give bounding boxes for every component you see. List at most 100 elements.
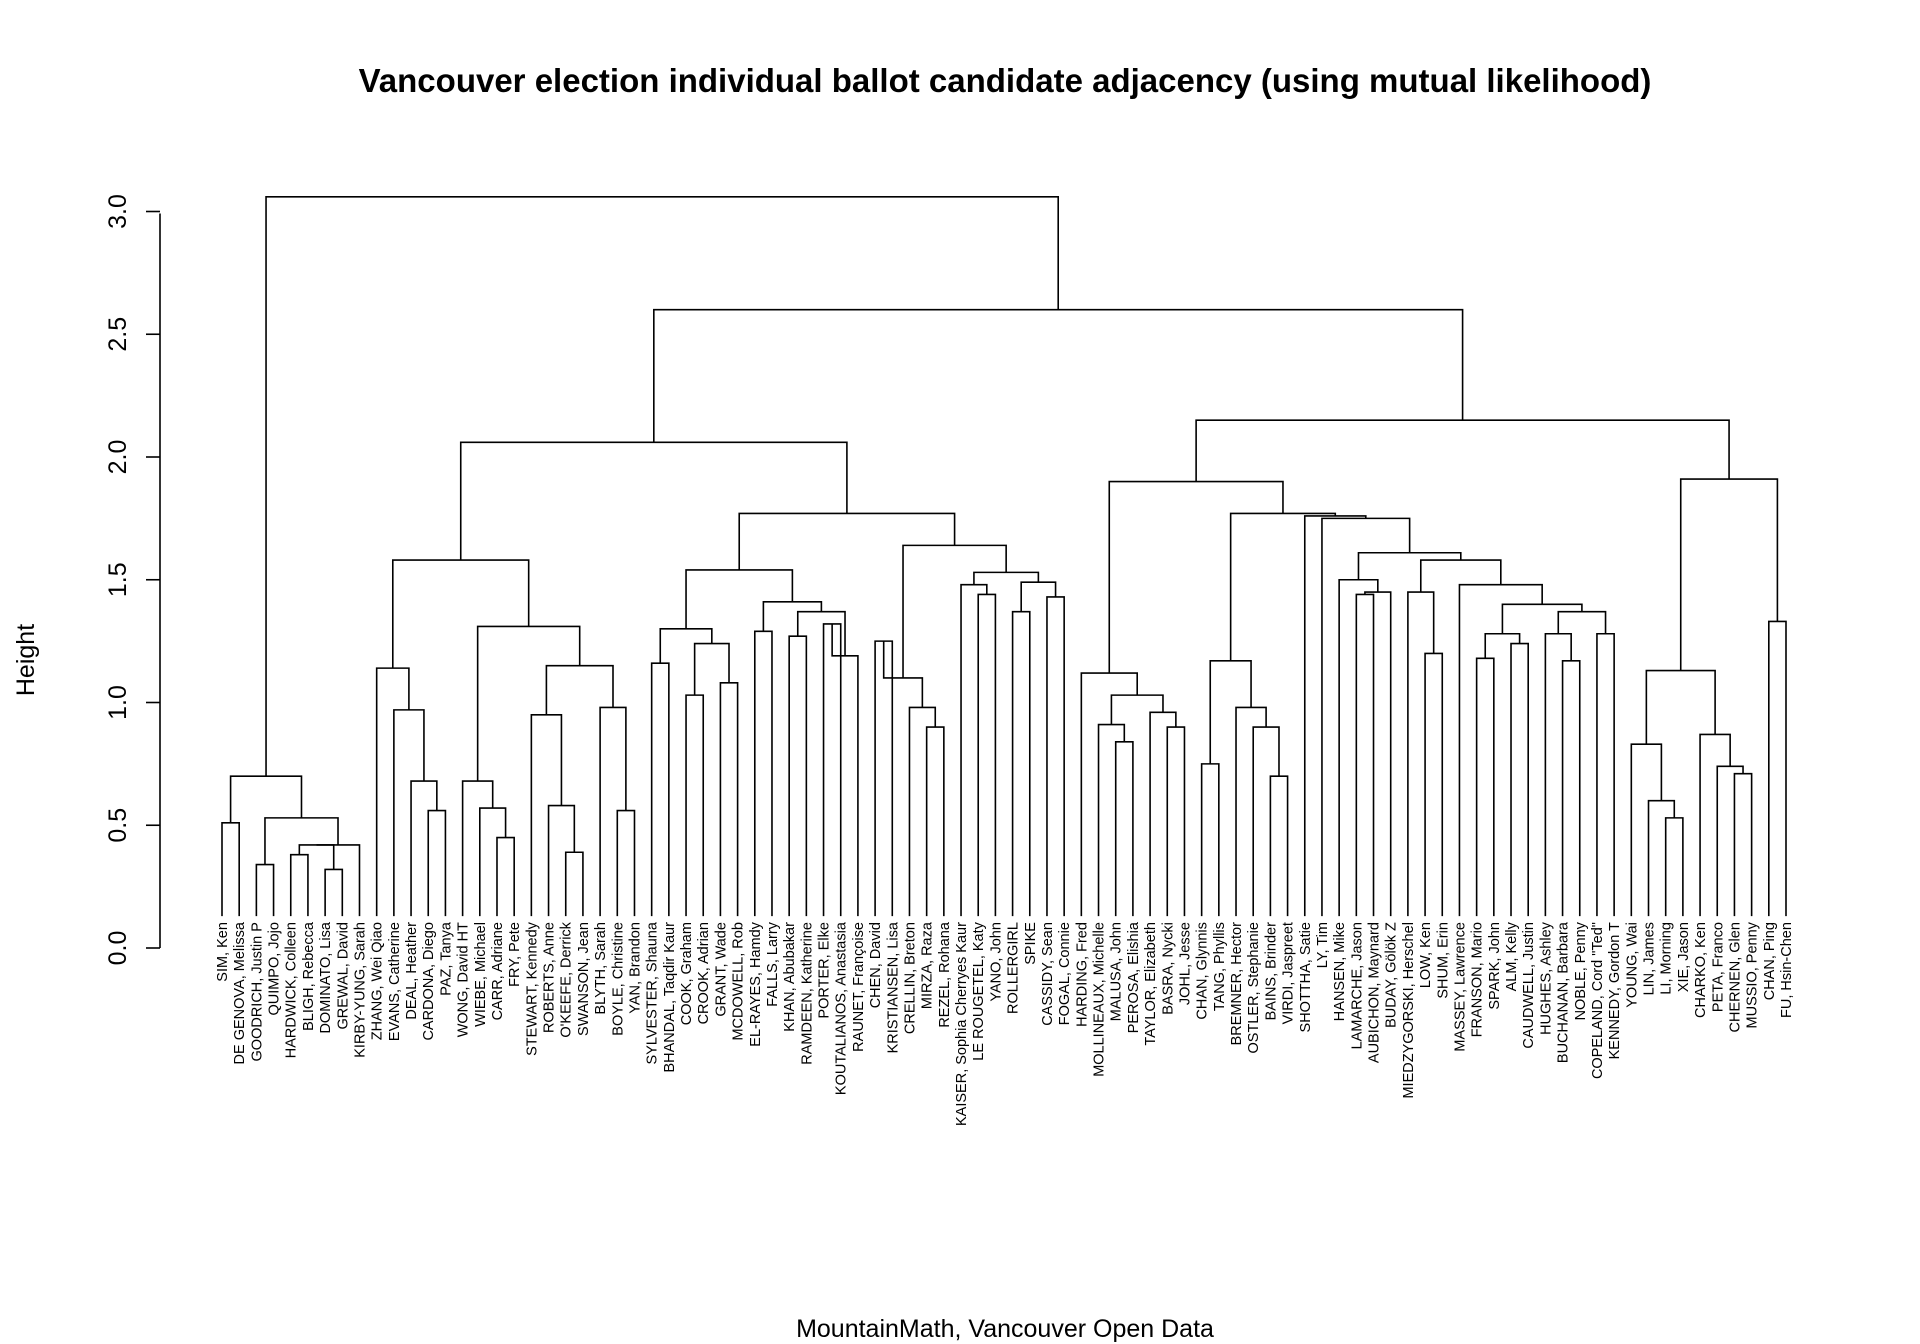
dendrogram-branch <box>375 667 410 917</box>
y-tick-label: 1.5 <box>104 562 132 597</box>
dendrogram-branch <box>1355 593 1375 917</box>
dendrogram-branch <box>221 821 240 917</box>
leaf-label: KRISTIANSEN, Lisa <box>885 921 901 1053</box>
leaf-label: KHAN, Abubakar <box>782 922 798 1032</box>
dendrogram-branch <box>925 726 945 917</box>
dendrogram-branch <box>616 809 636 917</box>
leaf-label: CRELLIN, Breton <box>902 922 918 1034</box>
dendrogram-branch <box>1149 711 1177 917</box>
leaf-label: KIRBY-YUNG, Sarah <box>352 922 368 1058</box>
leaf-label: HANSEN, Mike <box>1332 922 1348 1021</box>
dendrogram-branch <box>1080 672 1138 917</box>
dendrogram-branch <box>1645 669 1716 745</box>
leaf-label: HUGHES, Ashley <box>1538 921 1554 1035</box>
leaf-label: BLIGH, Rebecca <box>301 921 317 1031</box>
x-axis-caption: MountainMath, Vancouver Open Data <box>796 1315 1214 1343</box>
leaf-label: YAN, Brandon <box>627 922 643 1014</box>
dendrogram-branch <box>1011 610 1031 917</box>
dendrogram-branch <box>316 844 361 917</box>
dendrogram-branch <box>659 628 713 664</box>
leaf-label: BHANDAL, Taqdir Kaur <box>662 922 678 1073</box>
leaf-label: BREMNER, Hector <box>1229 922 1245 1045</box>
leaf-label: ROLLERGIRL <box>1006 922 1022 1014</box>
leaf-label: DE GENOVA, Melissa <box>232 921 248 1064</box>
dendrogram-branch <box>1484 632 1521 659</box>
leaf-label: ROBERTS, Anne <box>542 922 558 1033</box>
dendrogram-branch <box>1664 817 1684 917</box>
dendrogram-branch <box>1110 694 1164 725</box>
leaf-label: YOUNG, Wai <box>1624 922 1640 1008</box>
dendrogram-branch <box>547 804 576 917</box>
y-tick-label: 0.0 <box>104 931 132 966</box>
y-tick-label: 2.0 <box>104 440 132 475</box>
leaf-label: DEAL, Heather <box>404 922 420 1020</box>
y-tick-label: 1.0 <box>104 685 132 720</box>
dendrogram-branch <box>1699 733 1731 917</box>
dendrogram-branch <box>1419 559 1502 593</box>
dendrogram-branch <box>1108 480 1284 674</box>
dendrogram-branch <box>1544 632 1572 917</box>
dendrogram-branch <box>324 868 344 917</box>
dendrogram-branch <box>650 662 670 917</box>
leaf-label: GRANT, Wade <box>713 922 729 1017</box>
leaf-label: CHERNEN, Glen <box>1727 922 1743 1032</box>
leaf-label: CARR, Adriane <box>490 922 506 1020</box>
dendrogram-branch <box>1195 419 1730 482</box>
leaf-label: FU, Hsin-Chen <box>1779 922 1795 1018</box>
leaf-label: STEWART, Kennedy <box>524 921 540 1056</box>
dendrogram-branch <box>229 775 303 823</box>
leaf-label: MUSSIO, Penny <box>1745 921 1761 1028</box>
leaf-label: KAISER, Sophia Cherryes Kaur <box>954 922 970 1126</box>
leaf-label: ALM, Kelly <box>1504 921 1520 991</box>
dendrogram-branch <box>1510 642 1529 917</box>
dendrogram-branch <box>1733 772 1753 917</box>
dendrogram-branch <box>719 682 739 917</box>
dendrogram-branch <box>459 441 848 561</box>
leaf-label: NOBLE, Penny <box>1573 921 1589 1020</box>
dendrogram-branch <box>1200 763 1220 917</box>
leaf-label: MIEDZYGORSKI, Herschel <box>1401 922 1417 1098</box>
leaf-label: BAINS, Brinder <box>1263 922 1279 1020</box>
leaf-label: XIE, Jason <box>1676 922 1692 992</box>
dendrogram-branch <box>1046 596 1065 917</box>
leaf-label: CARDONA, Diego <box>421 922 437 1040</box>
leaf-label: HARDING, Fred <box>1074 922 1090 1027</box>
leaf-label: JOHL, Jesse <box>1177 922 1193 1005</box>
dendrogram-branch <box>788 635 808 917</box>
dendrogram-branch <box>1475 657 1495 917</box>
y-axis-label: Height <box>12 624 40 696</box>
dendrogram-branch <box>762 601 823 632</box>
dendrogram-branch <box>410 780 438 917</box>
leaf-label: SIM, Ken <box>215 922 231 982</box>
leaf-label: COOK, Graham <box>679 922 695 1025</box>
y-axis: 0.0 0.5 1.0 1.5 2.0 2.5 3.0 <box>104 194 161 966</box>
leaf-label: TAYLOR, Elizabeth <box>1143 922 1159 1046</box>
dendrogram-branch <box>977 593 997 917</box>
leaf-label: PORTER, Elke <box>817 922 833 1018</box>
leaf-label: PETA, Franco <box>1710 922 1726 1012</box>
dendrogram-branch <box>476 625 581 782</box>
leaf-label: LAMARCHE, Jason <box>1349 922 1365 1049</box>
dendrogram-branch <box>1561 659 1581 917</box>
dendrogram-branch <box>599 706 627 917</box>
dendrogram-branch <box>1716 765 1744 917</box>
dendrogram-branch <box>530 713 563 917</box>
leaf-label: BLYTH, Sarah <box>593 922 609 1014</box>
leaf-label: KOUTALIANOS, Anastasia <box>834 921 850 1095</box>
dendrogram-branch <box>1679 478 1779 671</box>
dendrogram-branch <box>693 642 730 696</box>
dendrogram-branch <box>264 817 339 865</box>
dendrogram-branch <box>1407 591 1435 917</box>
leaf-label: GOODRICH, Justin P <box>249 922 265 1061</box>
leaf-label: BUDAY, Gölök Z <box>1384 922 1400 1028</box>
leaf-label: FRY, Pete <box>507 922 523 987</box>
dendrogram-branch <box>255 863 275 917</box>
leaf-label: COPELAND, Cord "Ted" <box>1590 922 1606 1079</box>
leaf-label: YANO, John <box>988 922 1004 1002</box>
dendrogram-branch <box>298 844 335 870</box>
dendrogram-branch <box>1501 603 1583 634</box>
dendrogram-branch <box>1252 726 1280 917</box>
leaf-label: MOLLINEAUX, Michelle <box>1092 922 1108 1077</box>
dendrogram-branch <box>1364 591 1392 917</box>
